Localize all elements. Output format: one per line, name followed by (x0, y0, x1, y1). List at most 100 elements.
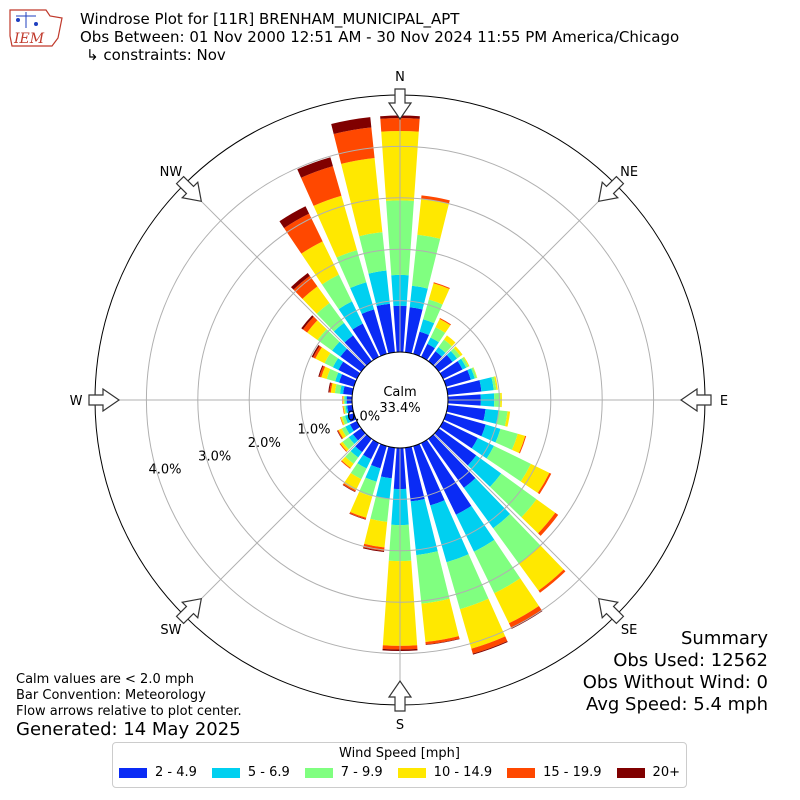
compass-labels: N NE E SE S SW W NW (70, 70, 729, 733)
summary-obs-used: Obs Used: 12562 (613, 650, 768, 671)
bar-segment (435, 318, 451, 333)
bar-segment (338, 361, 361, 379)
bar-segment (538, 569, 566, 593)
bar-segment (319, 365, 326, 378)
bar-segment (405, 307, 423, 354)
flow-arrows-note: Flow arrows relative to plot center. (16, 704, 242, 719)
bar-segment (284, 213, 323, 254)
bar-segment (481, 424, 501, 443)
bar-segment (331, 117, 372, 134)
bar-segment (410, 498, 438, 556)
compass-label-se: SE (621, 623, 637, 638)
bar-segment (343, 386, 354, 395)
flow-arrow (387, 679, 413, 712)
bar-segment (459, 598, 506, 649)
bar-segment (318, 365, 324, 377)
bar-segment (279, 206, 310, 229)
bar-segment (361, 309, 387, 357)
bar-segment (341, 456, 354, 468)
bar-segment (446, 380, 482, 395)
legend-item: 10 - 14.9 (397, 765, 493, 780)
bar-segment (343, 405, 346, 414)
bar-segment (479, 377, 494, 392)
legend-title: Wind Speed [mph] (339, 746, 460, 761)
bar-segment (421, 343, 435, 361)
bar-segment (511, 433, 526, 453)
generated-date: Generated: 14 May 2025 (16, 719, 241, 740)
calm-label: Calm (383, 385, 416, 400)
bar-segment (344, 414, 351, 424)
bar-segment (412, 234, 441, 289)
radial-tick-label: 0.0% (347, 409, 380, 424)
bar-segment (494, 578, 539, 624)
bar-segment (375, 476, 392, 499)
legend-item: 2 - 4.9 (119, 765, 197, 780)
legend-swatch (616, 767, 645, 778)
bar-segment (332, 358, 344, 370)
bar-segment (455, 505, 495, 552)
legend-label: 2 - 4.9 (155, 765, 197, 780)
legend-item: 15 - 19.9 (507, 765, 602, 780)
calm-circle (351, 351, 449, 449)
legend-label: 20+ (652, 765, 680, 780)
bar-segment (446, 350, 458, 362)
bar-segment (521, 499, 556, 534)
legend-label: 10 - 14.9 (433, 765, 493, 780)
bar-segment (315, 347, 331, 364)
radial-tick-label: 4.0% (148, 463, 181, 478)
legend-swatch (119, 767, 147, 778)
bar-segment (425, 636, 460, 645)
bar-segment (421, 195, 450, 204)
iem-logo: IEM (9, 9, 63, 47)
legend: Wind Speed [mph] 2 - 4.9 5 - 6.9 7 - 9.9 10… (112, 742, 687, 788)
bar-segment (450, 348, 461, 359)
chart-title: Windrose Plot for [11R] BRENHAM_MUNICIPA… (80, 10, 460, 28)
bar-segment (359, 477, 377, 497)
compass-label-sw: SW (160, 623, 181, 638)
bar-segment (430, 500, 469, 563)
bar-segment (504, 411, 511, 427)
bar-segment (471, 636, 508, 654)
bar-segment (439, 421, 478, 449)
bar-segment (486, 445, 531, 482)
bar-segment (336, 430, 343, 440)
bar-segment (348, 434, 359, 445)
compass-label-e: E (720, 394, 728, 409)
bar-segment (457, 358, 467, 370)
legend-swatch (397, 767, 426, 778)
bar-segment (463, 478, 511, 529)
legend-item: 7 - 9.9 (304, 765, 383, 780)
bar-segment (301, 241, 339, 285)
bar-segment (472, 641, 508, 655)
flow-arrow (597, 175, 625, 203)
bar-segment (355, 434, 372, 453)
bar-segment (427, 337, 439, 349)
chart-title-block: Windrose Plot for [11R] BRENHAM_MUNICIPA… (80, 10, 679, 64)
bar-segment (340, 417, 344, 426)
flow-arrow (88, 387, 121, 413)
flow-arrow (175, 597, 203, 625)
bar-segment (321, 366, 331, 379)
bar-segment (313, 195, 358, 258)
compass-label-n: N (395, 70, 405, 85)
bar-segment (341, 158, 383, 237)
bar-segment (421, 439, 472, 515)
bar-segment (446, 554, 489, 610)
legend-swatch (507, 767, 536, 778)
bar-segment (339, 443, 347, 452)
bar-segment (483, 408, 499, 425)
bar-segment (359, 232, 387, 274)
bar-segment (368, 270, 390, 307)
bar-segment (413, 443, 445, 506)
compass-label-nw: NW (160, 165, 183, 180)
legend-label: 7 - 9.9 (340, 765, 383, 780)
legend-swatch (211, 767, 240, 778)
legend-item: 5 - 6.9 (211, 765, 290, 780)
flow-arrows (88, 88, 712, 712)
bar-segment (434, 428, 477, 466)
bar-segment (491, 376, 497, 391)
bar-segment (338, 428, 347, 439)
bar-segment (423, 299, 443, 324)
bar-segment (312, 345, 322, 359)
bar-segment (370, 496, 390, 522)
